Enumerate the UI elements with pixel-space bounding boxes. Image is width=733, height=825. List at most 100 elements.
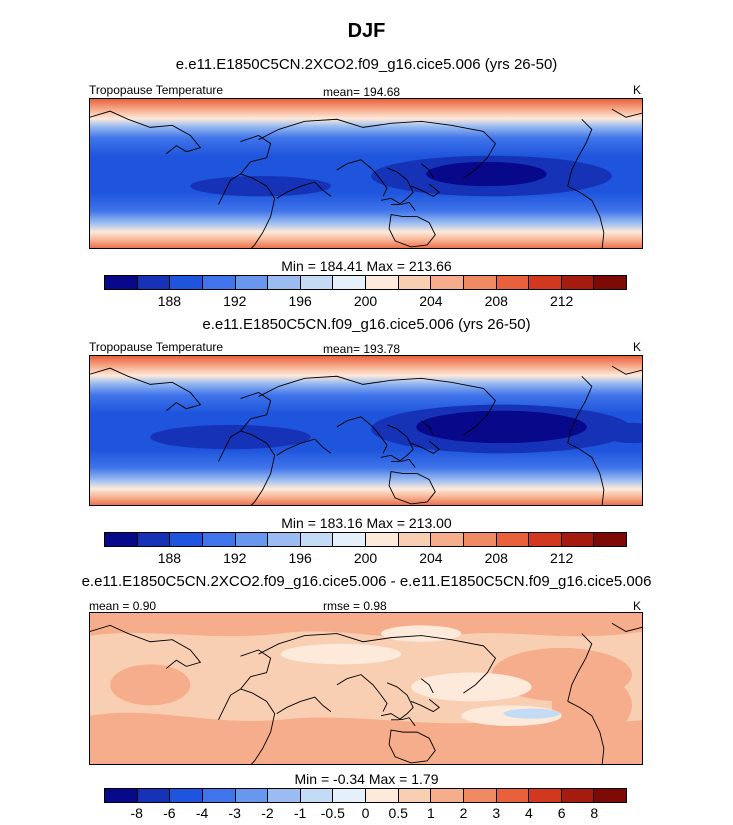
colorbar-swatch: [561, 789, 595, 802]
colorbar-swatch: [268, 276, 301, 289]
panel-2-min-max: Min = 183.16 Max = 213.00: [281, 515, 452, 531]
colorbar-swatch: [366, 533, 399, 546]
colorbar-tick-label: 6: [557, 805, 566, 821]
colorbar-swatch: [431, 533, 464, 546]
colorbar-tick-label: -0.5: [320, 805, 345, 821]
colorbar-tick-label: 192: [223, 550, 247, 566]
colorbar-swatch: [496, 276, 530, 289]
colorbar-swatch: [529, 533, 562, 546]
panel-2-mean-label: mean= 193.78: [323, 342, 401, 356]
colorbar-tick-label: 4: [525, 805, 533, 821]
colorbar-tick-label: 0: [361, 805, 370, 821]
colorbar-tick-label: 2: [459, 805, 468, 821]
colorbar-tick-label: 200: [353, 550, 378, 566]
colorbar-tick-label: -6: [163, 805, 176, 821]
colorbar-tick-label: 188: [157, 550, 182, 566]
colorbar-swatch: [170, 789, 203, 802]
colorbar-tick-label: 0.5: [388, 805, 408, 821]
panel-3-rmse-label: rmse = 0.98: [323, 599, 387, 613]
colorbar-tick-label: 208: [484, 550, 508, 566]
colorbar-swatch: [463, 789, 497, 802]
panel-1-min-max: Min = 184.41 Max = 213.66: [281, 258, 452, 274]
panel-1-colorbar: [104, 275, 627, 290]
colorbar-swatch: [137, 789, 171, 802]
colorbar-tick-label: 200: [353, 293, 378, 309]
colorbar-swatch: [137, 276, 171, 289]
colorbar-swatch: [529, 276, 562, 289]
colorbar-swatch: [496, 533, 530, 546]
colorbar-swatch: [105, 789, 138, 802]
panel-2-variable-label: Tropopause Temperature: [89, 340, 224, 354]
panel-3-map: [89, 612, 643, 765]
colorbar-swatch: [333, 533, 366, 546]
panel-1-variable-label: Tropopause Temperature: [89, 83, 224, 97]
colorbar-tick-label: 196: [288, 293, 312, 309]
colorbar-tick-label: -4: [195, 805, 209, 821]
colorbar-swatch: [594, 789, 626, 802]
colorbar-tick-label: 1: [426, 805, 435, 821]
colorbar-tick-label: 196: [288, 550, 312, 566]
colorbar-swatch: [170, 533, 203, 546]
colorbar-tick-label: 208: [484, 293, 508, 309]
colorbar-swatch: [463, 276, 497, 289]
colorbar-tick-label: 188: [157, 293, 182, 309]
colorbar-swatch: [170, 276, 203, 289]
colorbar-swatch: [431, 276, 464, 289]
colorbar-swatch: [202, 533, 236, 546]
panel-2-map: [89, 355, 643, 506]
colorbar-swatch: [594, 533, 626, 546]
panel-2-units-label: K: [633, 340, 642, 354]
colorbar-swatch: [496, 789, 530, 802]
panel-3-units-label: K: [633, 599, 642, 613]
colorbar-swatch: [235, 789, 269, 802]
colorbar-tick-label: 8: [590, 805, 599, 821]
colorbar-swatch: [300, 276, 334, 289]
colorbar-swatch: [268, 533, 301, 546]
colorbar-swatch: [202, 789, 236, 802]
colorbar-swatch: [300, 533, 334, 546]
panel-2-colorbar-ticks: 188 192 196 200 204 208 212: [104, 550, 627, 568]
colorbar-swatch: [398, 789, 432, 802]
colorbar-swatch: [105, 533, 138, 546]
colorbar-swatch: [268, 789, 301, 802]
colorbar-swatch: [300, 789, 334, 802]
panel-3-min-max: Min = -0.34 Max = 1.79: [294, 771, 439, 787]
colorbar-swatch: [137, 533, 171, 546]
colorbar-tick-label: -2: [261, 805, 274, 821]
colorbar-swatch: [202, 276, 236, 289]
colorbar-swatch: [463, 533, 497, 546]
colorbar-swatch: [398, 276, 432, 289]
panel-1-mean-label: mean= 194.68: [323, 85, 401, 99]
colorbar-tick-label: -1: [293, 805, 307, 821]
panel-1-units-label: K: [633, 83, 642, 97]
colorbar-swatch: [431, 789, 464, 802]
colorbar-swatch: [105, 276, 138, 289]
colorbar-swatch: [529, 789, 562, 802]
colorbar-swatch: [235, 533, 269, 546]
colorbar-swatch: [333, 276, 366, 289]
colorbar-swatch: [235, 276, 269, 289]
colorbar-tick-label: 3: [492, 805, 501, 821]
colorbar-tick-label: -8: [130, 805, 143, 821]
panel-2-colorbar: [104, 532, 627, 547]
colorbar-swatch: [561, 276, 595, 289]
panel-3-mean-label: mean = 0.90: [89, 599, 157, 613]
colorbar-swatch: [333, 789, 366, 802]
panel-2-case-title: e.e11.E1850C5CN.f09_g16.cice5.006 (yrs 2…: [202, 316, 531, 333]
panel-1-colorbar-ticks: 188 192 196 200 204 208 212: [104, 293, 627, 311]
panel-3-colorbar-ticks: -8 -6 -4 -3 -2 -1 -0.5 0 0.5 1 2 3 4 6 8: [104, 805, 627, 823]
figure-title: DJF: [347, 20, 386, 42]
colorbar-tick-label: 204: [419, 293, 443, 309]
colorbar-swatch: [366, 276, 399, 289]
colorbar-swatch: [398, 533, 432, 546]
colorbar-tick-label: 212: [549, 293, 574, 309]
colorbar-tick-label: 212: [549, 550, 574, 566]
colorbar-swatch: [561, 533, 595, 546]
colorbar-tick-label: -3: [228, 805, 241, 821]
panel-1-map: [89, 98, 643, 249]
colorbar-tick-label: 204: [419, 550, 443, 566]
panel-3-colorbar: [104, 788, 627, 803]
colorbar-tick-label: 192: [223, 293, 247, 309]
colorbar-swatch: [366, 789, 399, 802]
panel-1-case-title: e.e11.E1850C5CN.2XCO2.f09_g16.cice5.006 …: [175, 56, 558, 73]
